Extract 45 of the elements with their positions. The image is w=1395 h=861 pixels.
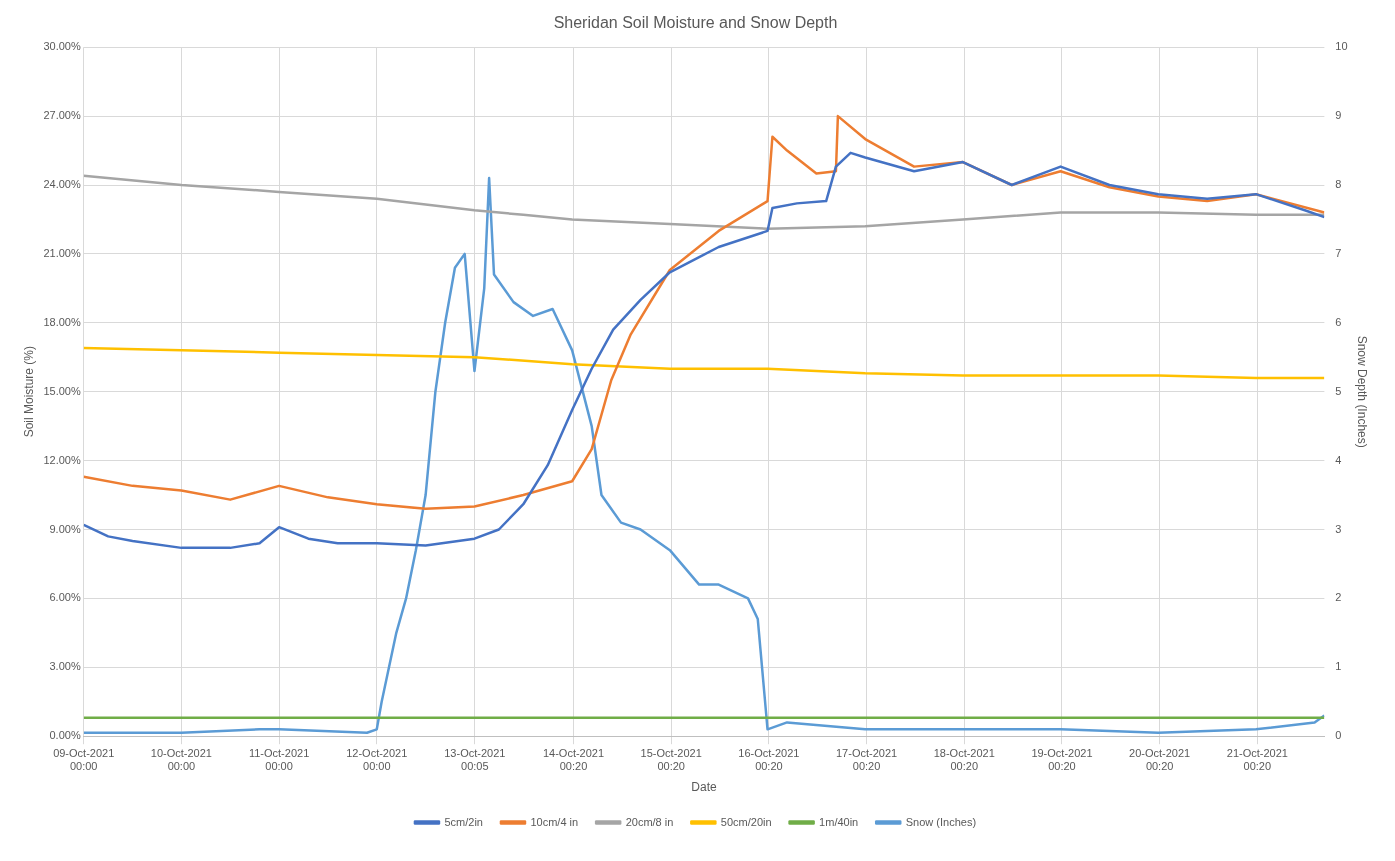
x-tick-label: 20-Oct-2021 00:20 [1129, 746, 1191, 773]
legend-label: 5cm/2in [444, 815, 483, 828]
x-tick-label: 10-Oct-2021 00:00 [150, 746, 212, 773]
y2-tick-label: 4 [1335, 453, 1342, 466]
y-tick-label: 15.00% [43, 384, 81, 397]
y2-tick-label: 5 [1335, 384, 1342, 397]
y2-tick-label: 6 [1335, 315, 1342, 328]
x-tick-label: 21-Oct-2021 00:20 [1226, 746, 1288, 773]
y-tick-label: 3.00% [49, 660, 81, 673]
y-tick-label: 12.00% [43, 453, 81, 466]
y2-tick-label: 7 [1335, 246, 1342, 259]
y2-tick-label: 8 [1335, 178, 1342, 191]
x-tick-label: 13-Oct-2021 00:05 [444, 746, 506, 773]
x-tick-label: 12-Oct-2021 00:00 [346, 746, 408, 773]
legend-label: 10cm/4 in [530, 815, 579, 828]
chart-title: Sheridan Soil Moisture and Snow Depth [553, 14, 838, 32]
y-tick-label: 24.00% [43, 178, 81, 191]
y-tick-label: 9.00% [49, 522, 81, 535]
x-axis-title: Date [691, 780, 718, 795]
legend-label: 1m/40in [819, 815, 859, 828]
y-axis-title: Soil Moisture (%) [21, 346, 36, 438]
y-tick-label: 18.00% [43, 315, 81, 328]
y-tick-label: 21.00% [43, 246, 81, 259]
x-tick-label: 14-Oct-2021 00:20 [542, 746, 605, 773]
y-tick-label: 6.00% [49, 591, 81, 604]
x-tick-label: 16-Oct-2021 00:20 [738, 746, 800, 773]
y2-axis-title: Snow Depth (Inches) [1355, 335, 1370, 448]
y2-tick-label: 0 [1335, 729, 1342, 742]
legend-label: 50cm/20in [720, 815, 772, 828]
y-tick-label: 30.00% [43, 40, 81, 53]
x-tick-label: 09-Oct-2021 00:00 [53, 746, 115, 773]
y2-tick-label: 2 [1335, 591, 1342, 604]
y2-tick-label: 3 [1335, 522, 1342, 535]
y-tick-label: 0.00% [49, 729, 81, 742]
x-tick-label: 19-Oct-2021 00:20 [1031, 746, 1093, 773]
y2-tick-label: 9 [1335, 109, 1342, 122]
x-tick-label: 17-Oct-2021 00:20 [836, 746, 898, 773]
x-tick-label: 15-Oct-2021 00:20 [640, 746, 702, 773]
legend-label: 20cm/8 in [625, 815, 674, 828]
y2-tick-label: 10 [1335, 40, 1348, 53]
x-tick-label: 18-Oct-2021 00:20 [933, 746, 995, 773]
y2-tick-label: 1 [1335, 660, 1342, 673]
y-tick-label: 27.00% [43, 109, 81, 122]
legend-label: Snow (Inches) [905, 815, 977, 828]
x-tick-label: 11-Oct-2021 00:00 [248, 746, 310, 773]
